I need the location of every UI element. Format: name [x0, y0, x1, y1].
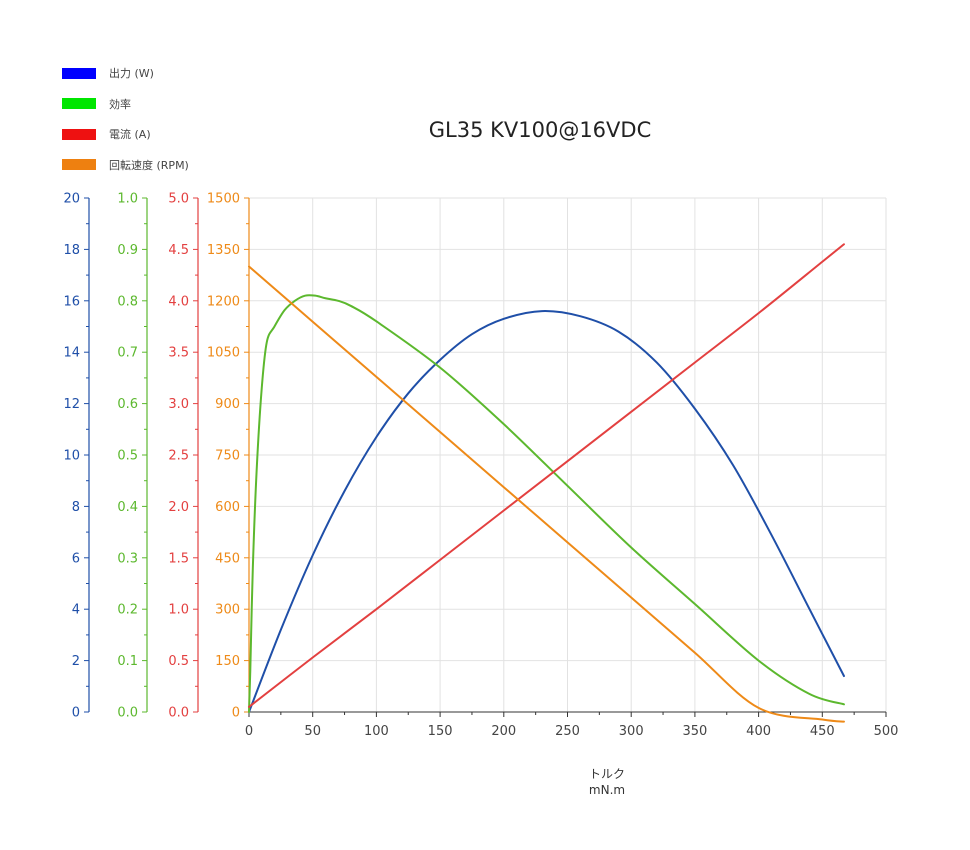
y-tick-label-power: 20 [63, 192, 80, 207]
y-tick-label-current: 3.0 [168, 397, 189, 412]
y-tick-label-speed: 300 [215, 603, 240, 618]
y-tick-label-current: 5.0 [168, 192, 189, 207]
y-tick-label-current: 3.5 [168, 346, 189, 361]
gridlines [248, 197, 887, 713]
y-tick-label-current: 0.5 [168, 654, 189, 669]
y-tick-label-efficiency: 0.5 [117, 449, 138, 464]
x-tick-label: 100 [364, 724, 389, 739]
y-tick-label-speed: 900 [215, 397, 240, 412]
y-tick-label-speed: 1350 [207, 243, 240, 258]
legend-label-power: 出力 (W) [109, 67, 154, 81]
y-tick-label-speed: 450 [215, 551, 240, 566]
legend-swatch-efficiency [62, 98, 96, 110]
y-tick-label-current: 4.0 [168, 294, 189, 309]
y-tick-label-power: 18 [63, 243, 80, 258]
series-line-current [248, 243, 845, 708]
legend-item-speed: 回転速度 (RPM) [62, 150, 189, 181]
y-tick-label-speed: 1050 [207, 346, 240, 361]
series-line-speed [248, 265, 845, 723]
y-tick-label-efficiency: 0.4 [117, 500, 138, 515]
y-tick-label-power: 16 [63, 294, 80, 309]
y-tick-label-current: 1.5 [168, 551, 189, 566]
y-tick-label-current: 2.5 [168, 449, 189, 464]
y-tick-label-power: 14 [63, 346, 80, 361]
y-tick-label-power: 8 [72, 500, 80, 515]
y-tick-label-efficiency: 0.3 [117, 551, 138, 566]
y-tick-label-speed: 600 [215, 500, 240, 515]
x-tick-label: 150 [428, 724, 453, 739]
y-tick-label-efficiency: 0.2 [117, 603, 138, 618]
x-tick-label: 250 [555, 724, 580, 739]
legend-swatch-power [62, 67, 96, 79]
legend-item-power: 出力 (W) [62, 58, 189, 89]
y-tick-label-efficiency: 0.7 [117, 346, 138, 361]
x-tick-label: 300 [619, 724, 644, 739]
legend-item-current: 電流 (A) [62, 119, 189, 150]
x-axis: 0 50 100 150 200 250 300 350 400 450 500 [245, 711, 899, 739]
x-tick-label: 400 [746, 724, 771, 739]
series-line-efficiency [248, 294, 845, 713]
y-tick-label-efficiency: 0.9 [117, 243, 138, 258]
series-line-power [248, 310, 845, 713]
y-tick-label-efficiency: 0.0 [117, 706, 138, 721]
x-axis-title: トルク mN.m [557, 766, 657, 798]
left-axes: 0 2 4 6 8 10 12 14 16 18 20 0.0 0.1 0.2 0.3 0.4 0.5 0.6 0.… [63, 192, 250, 721]
y-tick-label-speed: 150 [215, 654, 240, 669]
x-tick-label: 50 [304, 724, 321, 739]
y-tick-label-power: 12 [63, 397, 80, 412]
y-tick-label-power: 2 [72, 654, 80, 669]
x-tick-label: 350 [682, 724, 707, 739]
y-tick-label-speed: 1500 [207, 192, 240, 207]
y-tick-label-speed: 0 [232, 706, 240, 721]
y-tick-label-power: 0 [72, 706, 80, 721]
legend-item-efficiency: 効率 [62, 89, 189, 120]
x-tick-label: 450 [810, 724, 835, 739]
y-tick-label-speed: 750 [215, 449, 240, 464]
y-tick-label-efficiency: 0.8 [117, 294, 138, 309]
legend-swatch-speed [62, 159, 96, 171]
y-tick-label-speed: 1200 [207, 294, 240, 309]
x-axis-unit: mN.m [588, 783, 626, 797]
y-tick-label-power: 4 [72, 603, 80, 618]
chart-title: GL35 KV100@16VDC [428, 118, 652, 142]
legend-swatch-current [62, 128, 96, 140]
y-tick-label-current: 1.0 [168, 603, 189, 618]
x-tick-label: 200 [491, 724, 516, 739]
y-tick-label-efficiency: 1.0 [117, 192, 138, 207]
y-tick-label-efficiency: 0.6 [117, 397, 138, 412]
x-tick-label: 500 [874, 724, 899, 739]
legend-label-efficiency: 効率 [109, 97, 131, 111]
x-tick-label: 0 [245, 724, 253, 739]
y-tick-label-current: 0.0 [168, 706, 189, 721]
y-tick-label-current: 4.5 [168, 243, 189, 258]
series-lines [248, 243, 845, 723]
y-tick-label-efficiency: 0.1 [117, 654, 138, 669]
y-tick-label-current: 2.0 [168, 500, 189, 515]
x-axis-label: トルク [588, 767, 625, 781]
legend-label-speed: 回転速度 (RPM) [109, 158, 189, 172]
y-tick-label-power: 10 [63, 449, 80, 464]
y-tick-label-power: 6 [72, 551, 80, 566]
legend-label-current: 電流 (A) [109, 128, 151, 142]
legend: 出力 (W) 効率 電流 (A) 回転速度 (RPM) [62, 58, 189, 180]
